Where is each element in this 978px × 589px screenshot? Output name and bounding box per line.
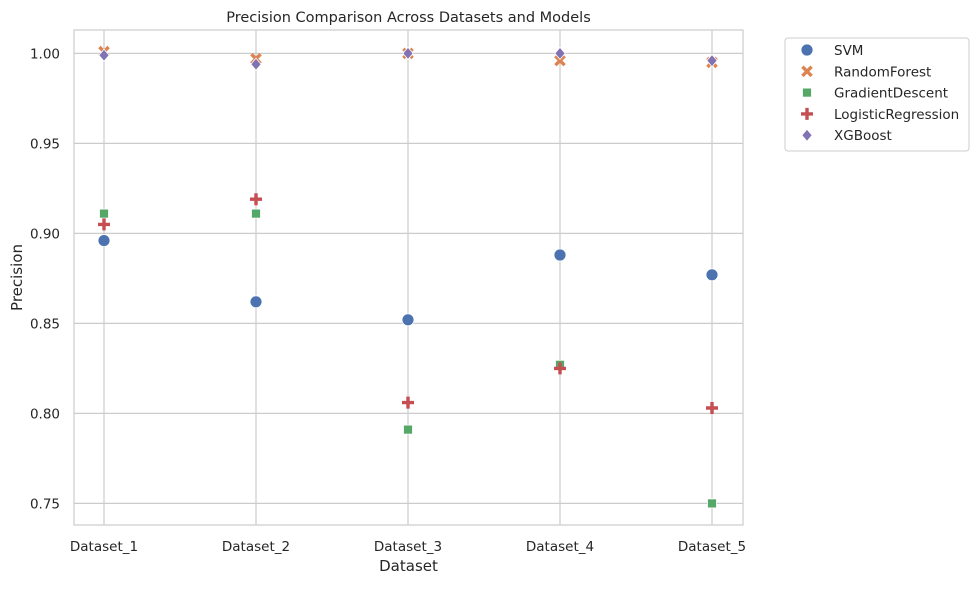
y-tick-label: 0.90	[30, 226, 60, 242]
x-tick-label: Dataset_5	[678, 539, 746, 555]
legend-frame	[784, 37, 970, 152]
legend-item: SVM	[800, 43, 863, 59]
data-point	[554, 54, 566, 67]
legend-label: LogisticRegression	[834, 107, 959, 123]
y-axis-label: Precision	[8, 244, 26, 311]
data-points	[97, 45, 719, 509]
x-tick-label: Dataset_2	[222, 539, 290, 555]
data-point	[554, 362, 566, 375]
legend-marker	[801, 107, 813, 120]
series-logisticregression	[98, 193, 718, 414]
legend-label: SVM	[834, 43, 863, 59]
legend-item: LogisticRegression	[801, 107, 959, 123]
data-point	[250, 193, 262, 206]
y-tick-label: 0.95	[30, 136, 60, 152]
legend-item: GradientDescent	[802, 86, 948, 102]
data-point	[249, 295, 263, 309]
data-point	[251, 208, 261, 219]
plot-area-frame	[73, 29, 744, 526]
data-point	[250, 57, 262, 71]
legend-marker	[802, 87, 812, 98]
legend-item: XGBoost	[801, 128, 892, 144]
legend-marker	[800, 43, 814, 57]
legend-item: RandomForest	[801, 64, 931, 80]
tick-labels: Dataset_1 Dataset_2 Dataset_3 Dataset_4 Data…	[30, 46, 746, 555]
data-point	[98, 48, 110, 62]
data-point	[706, 402, 718, 414]
y-tick-label: 1.00	[30, 46, 60, 62]
data-point	[99, 208, 109, 219]
y-tick-label: 0.85	[30, 316, 60, 332]
data-point	[706, 53, 718, 68]
y-tick-label: 0.75	[30, 496, 60, 512]
series-xgboost	[98, 46, 718, 71]
data-point	[554, 46, 566, 61]
y-tick-label: 0.80	[30, 406, 60, 422]
data-point	[401, 313, 415, 327]
data-point	[403, 424, 413, 435]
data-point	[707, 498, 717, 509]
chart-title: Precision Comparison Across Datasets and…	[226, 10, 591, 26]
x-tick-label: Dataset_3	[374, 539, 442, 555]
data-point	[553, 248, 567, 262]
legend-marker	[801, 128, 813, 142]
data-point	[402, 46, 414, 61]
legend-label: GradientDescent	[834, 86, 948, 102]
legend: SVM RandomForest GradientDescent LogisticRe…	[784, 37, 970, 152]
legend-marker	[801, 65, 813, 78]
x-tick-label: Dataset_1	[70, 539, 138, 555]
data-point	[98, 218, 110, 231]
x-axis-label: Dataset	[379, 557, 438, 575]
x-tick-label: Dataset_4	[526, 539, 594, 555]
series-svm	[97, 234, 719, 327]
data-point	[705, 268, 719, 282]
legend-label: XGBoost	[834, 128, 892, 144]
legend-label: RandomForest	[834, 64, 931, 80]
data-point	[97, 234, 111, 248]
grid	[74, 30, 743, 525]
data-point	[402, 396, 414, 409]
